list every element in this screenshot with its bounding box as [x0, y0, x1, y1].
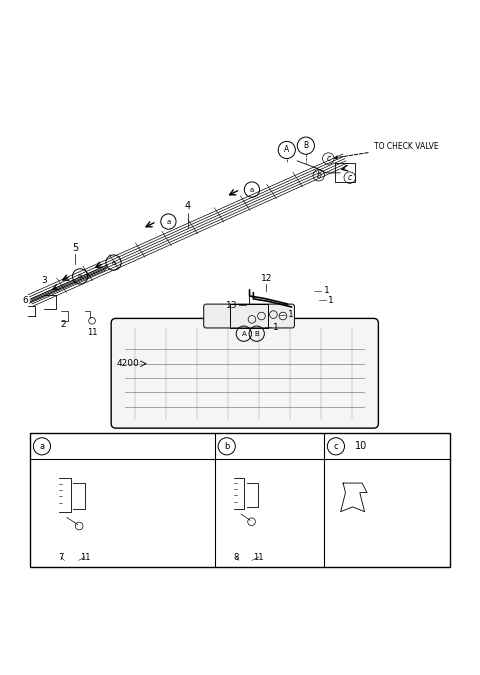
Bar — [30, 433, 450, 566]
FancyBboxPatch shape — [111, 319, 378, 428]
Text: 1: 1 — [274, 323, 279, 331]
Text: 11: 11 — [253, 553, 264, 562]
Text: 3: 3 — [41, 276, 47, 285]
Text: c: c — [334, 442, 338, 451]
Text: 2: 2 — [60, 320, 66, 329]
Text: 1: 1 — [324, 286, 329, 295]
Text: 4: 4 — [184, 201, 191, 211]
Text: B: B — [254, 331, 259, 337]
Text: a: a — [78, 273, 82, 279]
Text: b: b — [224, 442, 229, 451]
Text: a: a — [166, 219, 170, 225]
Text: c: c — [326, 154, 330, 163]
Text: 11: 11 — [87, 328, 97, 337]
Text: B: B — [303, 141, 309, 150]
Text: 10: 10 — [355, 441, 367, 452]
Text: A: A — [241, 331, 246, 337]
Text: 5: 5 — [72, 242, 79, 252]
Text: 13: 13 — [226, 300, 238, 310]
Text: a: a — [39, 442, 45, 451]
Text: TO CHECK VALVE: TO CHECK VALVE — [335, 142, 438, 159]
Text: 6: 6 — [22, 296, 28, 305]
Text: 1: 1 — [288, 310, 293, 319]
Text: 11: 11 — [80, 553, 90, 562]
Text: A: A — [284, 145, 289, 155]
Text: 12: 12 — [261, 273, 272, 283]
Text: 8: 8 — [234, 553, 239, 562]
Text: a: a — [111, 260, 116, 265]
FancyBboxPatch shape — [204, 304, 294, 328]
Text: b: b — [316, 171, 321, 180]
Text: 7: 7 — [59, 553, 64, 562]
Text: c: c — [348, 173, 352, 182]
Text: 4200: 4200 — [117, 359, 140, 369]
Text: a: a — [250, 186, 254, 192]
Text: 1: 1 — [328, 296, 334, 305]
